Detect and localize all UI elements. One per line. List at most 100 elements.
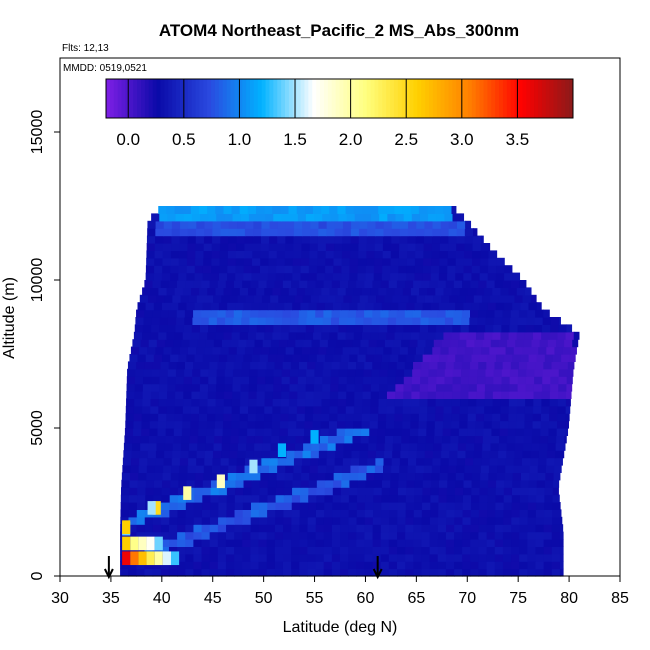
heatmap-cell [323, 361, 333, 370]
heatmap-cell [543, 309, 550, 318]
heatmap-cell [136, 524, 146, 533]
heatmap-cell [520, 302, 530, 311]
heatmap-cell [352, 428, 362, 436]
heatmap-cell [237, 450, 247, 459]
heatmap-cell [351, 220, 360, 229]
heatmap-cell [333, 250, 343, 259]
heatmap-cell [362, 213, 372, 222]
heatmap-cell [535, 524, 545, 533]
heatmap-cell [291, 524, 300, 533]
heatmap-cell [319, 435, 329, 444]
heatmap-cell [436, 376, 446, 385]
heatmap-cell [477, 317, 487, 325]
heatmap-cell [183, 391, 193, 399]
heatmap-cell [289, 213, 299, 222]
heatmap-cell [444, 213, 454, 222]
heatmap-cell [188, 457, 197, 466]
heatmap-cell [133, 331, 143, 340]
heatmap-cell [526, 368, 535, 377]
heatmap-cell [410, 405, 420, 414]
heatmap-cell [370, 331, 379, 340]
heatmap-cell [467, 420, 477, 429]
heatmap-cell [350, 235, 360, 244]
heatmap-cell [330, 368, 340, 377]
heatmap-cell [336, 435, 345, 444]
heatmap-cell [437, 309, 447, 318]
heatmap-cell [193, 280, 202, 288]
heatmap-cell [423, 465, 433, 473]
heatmap-cell [407, 457, 417, 466]
heatmap-cell [364, 546, 374, 555]
heatmap-cell [153, 302, 163, 311]
x-tick-label: 80 [560, 590, 578, 607]
heatmap-cell [368, 339, 378, 348]
heatmap-cell [460, 391, 470, 399]
heatmap-cell [323, 561, 333, 570]
colorbar-segment [164, 79, 169, 118]
heatmap-cell [471, 265, 481, 274]
heatmap-cell [228, 457, 238, 466]
heatmap-cell [418, 413, 428, 422]
heatmap-cell [445, 568, 455, 577]
heatmap-cell [215, 391, 225, 399]
heatmap-cell [330, 376, 340, 385]
heatmap-cell [223, 413, 233, 422]
heatmap-cell [260, 243, 270, 251]
heatmap-cell [402, 331, 412, 340]
heatmap-cell [285, 228, 295, 237]
heatmap-cell [333, 257, 343, 266]
heatmap-cell [445, 280, 455, 288]
heatmap-cell [547, 339, 557, 348]
heatmap-cell [432, 450, 442, 459]
heatmap-cell [527, 539, 537, 547]
heatmap-cell [136, 568, 146, 577]
heatmap-cell [454, 509, 464, 518]
heatmap-cell [142, 331, 151, 340]
heatmap-cell [154, 465, 164, 473]
heatmap-cell [163, 465, 172, 473]
heatmap-cell [396, 361, 406, 370]
heatmap-cell [204, 228, 213, 237]
heatmap-cell [558, 376, 568, 385]
heatmap-cell [506, 442, 516, 451]
heatmap-cell [551, 539, 561, 547]
heatmap-cell [267, 502, 277, 510]
heatmap-cell [364, 568, 374, 577]
heatmap-cell [331, 524, 341, 533]
heatmap-cell [428, 317, 438, 325]
heatmap-cell [169, 509, 179, 518]
heatmap-cell [234, 494, 244, 503]
heatmap-cell [184, 309, 194, 318]
heatmap-cell [364, 361, 373, 370]
heatmap-cell [327, 442, 337, 451]
heatmap-cell [162, 243, 172, 251]
heatmap-cell [305, 405, 314, 414]
heatmap-cell [371, 317, 381, 325]
heatmap-cell [468, 376, 478, 385]
heatmap-cell [191, 398, 200, 407]
heatmap-cell [325, 265, 334, 274]
colorbar-segment [160, 79, 165, 118]
heatmap-cell [387, 324, 397, 333]
heatmap-cell [484, 331, 493, 340]
heatmap-cell [178, 302, 187, 311]
heatmap-cell [124, 428, 134, 436]
heatmap-cell [276, 265, 285, 274]
heatmap-cell [126, 383, 136, 392]
heatmap-cell [346, 391, 355, 399]
heatmap-cell [125, 420, 135, 429]
heatmap-cell [227, 272, 236, 281]
heatmap-cell [429, 539, 439, 547]
heatmap-cell [120, 531, 129, 540]
heatmap-cell [390, 302, 399, 311]
heatmap-cell [427, 398, 437, 407]
heatmap-cell [398, 265, 408, 274]
heatmap-cell [160, 309, 170, 318]
heatmap-cell [394, 405, 404, 414]
colorbar-segment [137, 79, 142, 118]
heatmap-cell [234, 539, 243, 547]
heatmap-cell [137, 487, 147, 496]
heatmap-cell [147, 450, 157, 459]
heatmap-cell [222, 428, 232, 436]
heatmap-cell [422, 502, 431, 510]
